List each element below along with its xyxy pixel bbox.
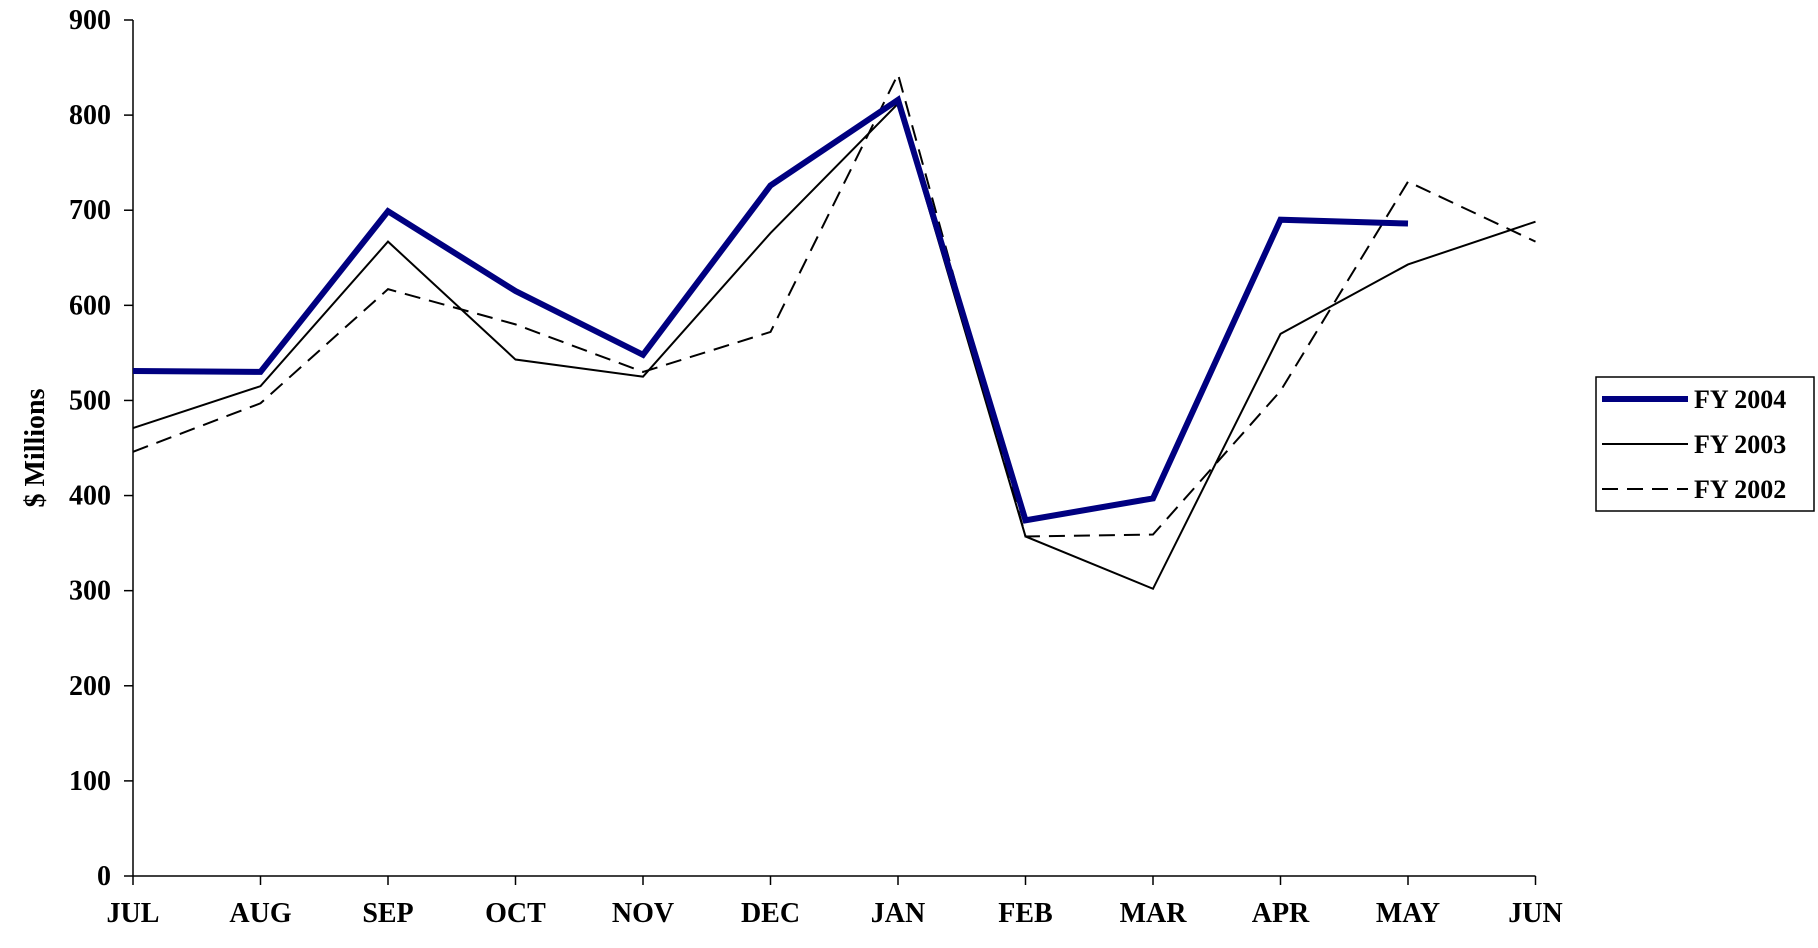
x-tick-label: OCT [485,898,546,929]
x-tick-label: FEB [998,898,1052,929]
legend-label: FY 2002 [1694,475,1786,504]
y-tick-label: 300 [69,576,111,607]
x-tick-label: SEP [362,898,413,929]
x-tick-label: MAR [1120,898,1188,929]
legend-label: FY 2003 [1694,430,1786,459]
x-tick-label: NOV [612,898,674,929]
x-tick-label: AUG [229,898,291,929]
y-tick-label: 200 [69,671,111,702]
y-tick-label: 800 [69,100,111,131]
legend-label: FY 2004 [1694,385,1786,414]
y-tick-label: 400 [69,481,111,512]
series-layer [132,71,1536,591]
y-tick-label: 0 [97,861,111,892]
x-tick-label: JAN [871,898,925,929]
series-line-fy-2003 [132,101,1536,591]
x-tick-label: JUN [1508,898,1562,929]
series-line-fy-2004 [132,95,1409,524]
axes: 0 100 200 300 400 500 600 700 800 900 JUL AUG SEP OCT… [69,5,1563,929]
legend: FY 2004 FY 2003 FY 2002 [1595,376,1815,512]
series-line-fy-2002 [132,71,1536,538]
x-tick-label: DEC [741,898,800,929]
y-axis-title: $ Millions [20,388,51,507]
y-tick-label: 600 [69,290,111,321]
x-tick-label: MAY [1376,898,1440,929]
x-tick-label: APR [1252,898,1310,929]
y-tick-label: 500 [69,385,111,416]
x-tick-label: JUL [107,898,160,929]
y-tick-label: 700 [69,195,111,226]
y-tick-label: 100 [69,766,111,797]
y-tick-label: 900 [69,5,111,36]
